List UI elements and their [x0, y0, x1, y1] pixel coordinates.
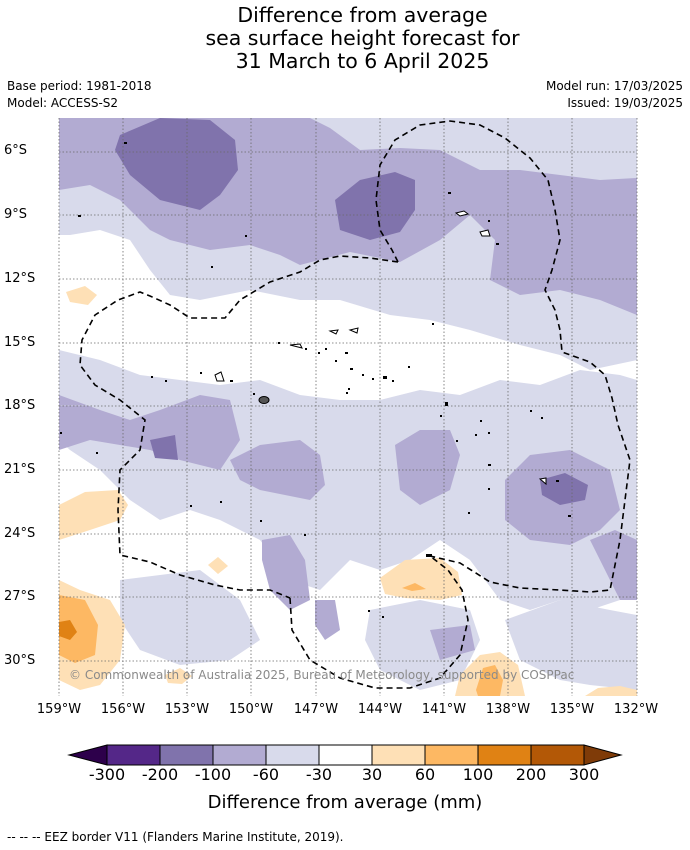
base-period: Base period: 1981-2018: [7, 79, 152, 93]
eez-south: [289, 555, 469, 689]
colorbar-label-n30: -30: [305, 765, 333, 784]
model-run: Model run: 17/03/2025: [545, 79, 683, 93]
eez-north: [375, 120, 631, 593]
lon-label-144w: 144°W: [357, 702, 403, 717]
model-name: Model: ACCESS-S2: [7, 96, 119, 110]
contour-mid-south-west: [59, 395, 240, 470]
issued-date: Issued: 19/03/2025: [567, 96, 683, 110]
lon-label-159w: 159°W: [36, 702, 82, 717]
map-title: Difference from average sea surface heig…: [0, 4, 690, 73]
lat-label-9s: 9°S: [4, 207, 28, 222]
title-line-1: Difference from average: [237, 3, 488, 27]
eez-west: [79, 255, 399, 599]
lon-label-138w: 138°W: [485, 702, 531, 717]
colorbar-bin-7: [424, 744, 479, 766]
lon-label-147w: 147°W: [293, 702, 339, 717]
colorbar-title: Difference from average (mm): [207, 792, 483, 813]
contour-positive-center: [380, 558, 462, 600]
colorbar-label-200: 200: [515, 765, 547, 784]
colorbar-bin-4: [265, 744, 320, 766]
colorbar-label-n100: -100: [194, 765, 232, 784]
meta-right: Model run: 17/03/2025 Issued: 19/03/2025: [546, 78, 683, 112]
lon-label-153w: 153°W: [164, 702, 210, 717]
islands: [214, 210, 547, 486]
lon-label-150w: 150°W: [228, 702, 274, 717]
colorbar-bin-3: [212, 744, 267, 766]
lat-label-18s: 18°S: [4, 398, 36, 413]
colorbar-label-100: 100: [462, 765, 494, 784]
lat-label-15s: 15°S: [4, 335, 36, 350]
colorbar-bin-8: [477, 744, 532, 766]
colorbar-bin-9: [530, 744, 585, 766]
contour-positive-west: [59, 490, 128, 540]
contour-strong-center: [335, 172, 415, 240]
meta-left: Base period: 1981-2018 Model: ACCESS-S2: [7, 78, 152, 112]
eez-borders: [79, 120, 631, 689]
colorbar: [67, 744, 623, 766]
colorbar-extend-high: [583, 744, 623, 766]
colorbar-label-60: 60: [414, 765, 436, 784]
lat-label-21s: 21°S: [4, 462, 36, 477]
lat-label-30s: 30°S: [4, 653, 36, 668]
title-line-2: sea surface height forecast for: [205, 26, 520, 50]
colorbar-label-300: 300: [568, 765, 600, 784]
colorbar-bin-5: [318, 744, 373, 766]
lon-label-132w: 132°W: [613, 702, 659, 717]
lat-label-27s: 27°S: [4, 589, 36, 604]
colorbar-label-n60: -60: [252, 765, 280, 784]
colorbar-bin-6: [371, 744, 426, 766]
contour-strong-nw: [115, 118, 238, 210]
lat-label-24s: 24°S: [4, 526, 36, 541]
title-line-3: 31 March to 6 April 2025: [235, 49, 490, 73]
colorbar-extend-low: [67, 744, 108, 766]
lon-label-135w: 135°W: [549, 702, 595, 717]
lat-label-12s: 12°S: [4, 271, 36, 286]
colorbar-bin-1: [106, 744, 161, 766]
colorbar-label-30: 30: [361, 765, 383, 784]
lon-label-141w: 141°W: [421, 702, 467, 717]
colorbar-label-n200: -200: [141, 765, 179, 784]
eez-legend-footer: -- -- -- EEZ border V11 (Flanders Marine…: [7, 830, 344, 844]
colorbar-bin-2: [159, 744, 214, 766]
island-dots: [60, 142, 571, 618]
lat-label-6s: 6°S: [4, 143, 28, 158]
lon-label-156w: 156°W: [100, 702, 146, 717]
colorbar-label-n300: -300: [88, 765, 126, 784]
copyright-notice: © Commonwealth of Australia 2025, Bureau…: [69, 668, 575, 682]
anomaly-field: [59, 118, 637, 696]
